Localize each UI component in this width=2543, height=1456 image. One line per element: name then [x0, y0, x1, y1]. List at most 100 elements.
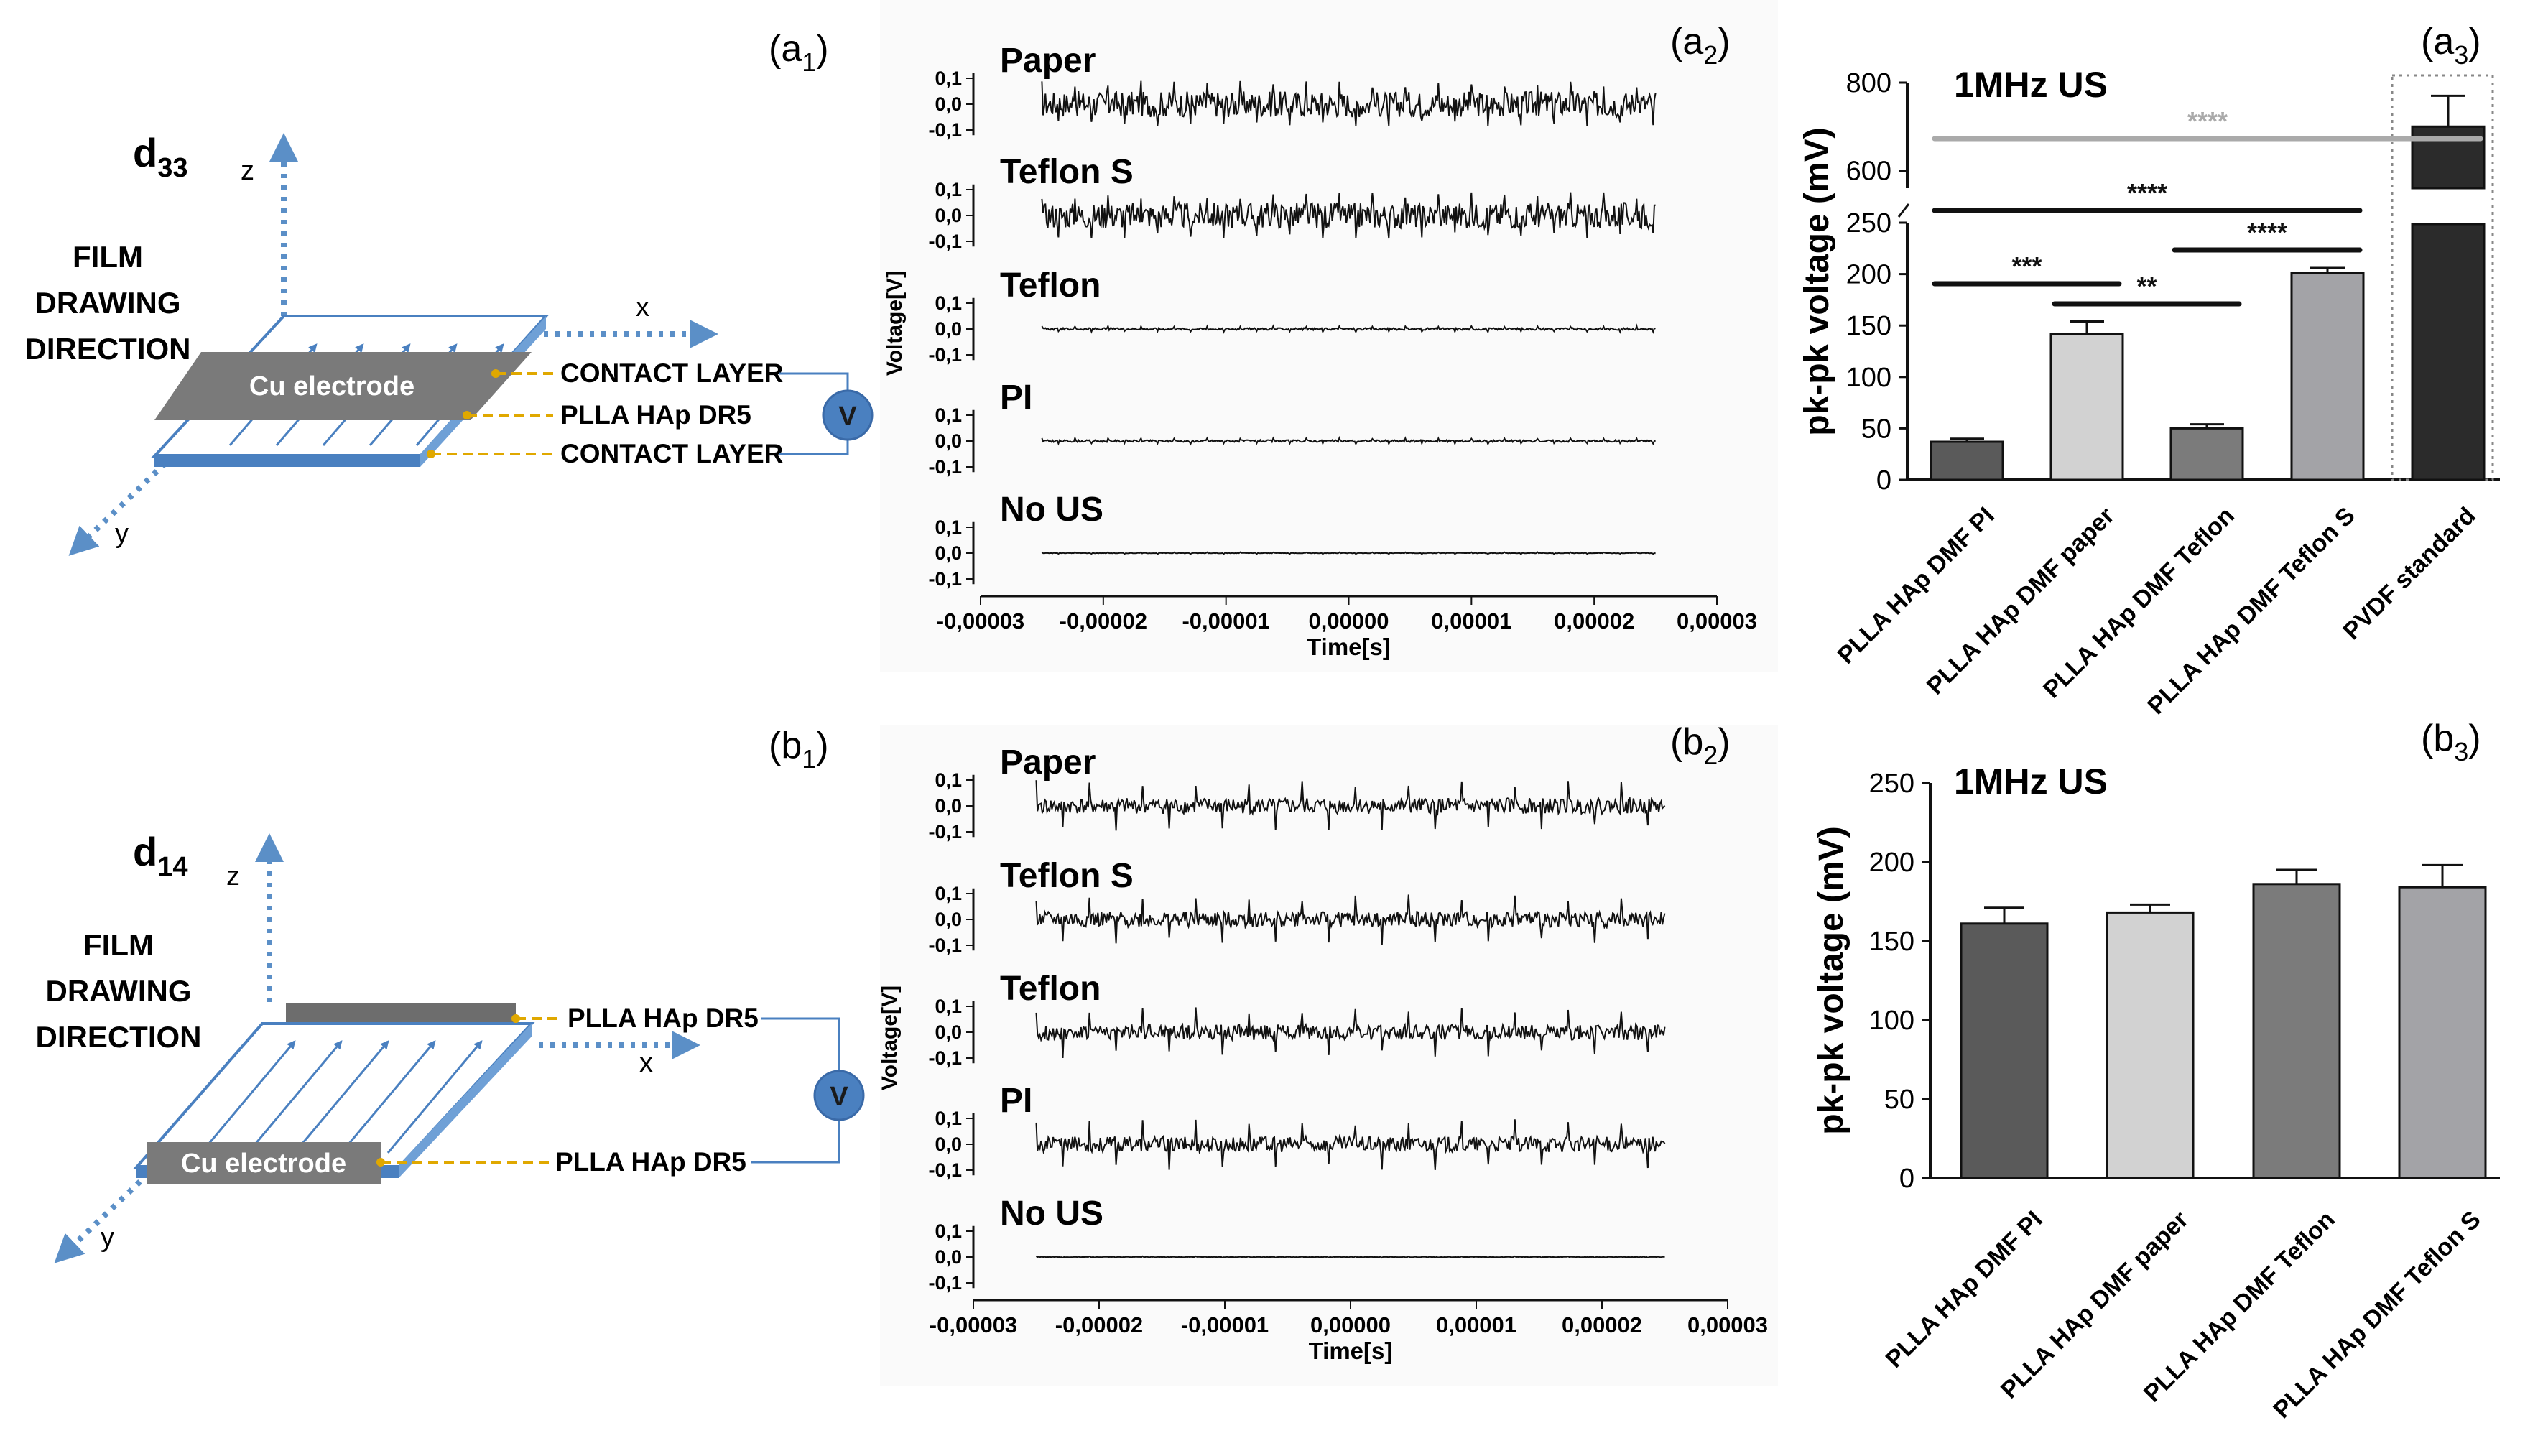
voltmeter-label: V — [838, 402, 857, 432]
y-tick-label: 0,0 — [935, 909, 962, 930]
label-plla-film: PLLA HAp DR5 — [560, 400, 751, 430]
x-axis-title: Time[s] — [1309, 1337, 1393, 1364]
y-tick-label: 0,1 — [935, 292, 962, 314]
significance-label: ** — [2136, 272, 2157, 301]
x-tick-label: 0,00001 — [1436, 1312, 1516, 1337]
bar-2 — [2169, 427, 2244, 481]
film-stripe — [200, 1040, 296, 1154]
y-tick-label: 50 — [1861, 414, 1891, 444]
chart-title: 1MHz US — [1954, 65, 2108, 105]
y-tick-label: 100 — [1869, 1006, 1914, 1036]
trace-name-pi: PI — [1000, 379, 1032, 417]
chart-a3-pk-pk-bars: 0 50 100 150 200 250 600 800 pk-pk voltage (mV) 1… — [1798, 65, 2500, 720]
y-tick-label: 200 — [1869, 848, 1914, 878]
y-tick-label: 0,0 — [935, 205, 962, 226]
y-tick-label: 800 — [1846, 68, 1891, 98]
y-tick-label: 0,0 — [935, 1133, 962, 1155]
y-axis-title: Voltage[V] — [878, 986, 902, 1090]
leader-dot — [427, 450, 435, 458]
y-tick-label: 0,1 — [935, 1108, 962, 1129]
y-tick-label: -0,1 — [928, 821, 962, 843]
trace-teflon — [1035, 1007, 1666, 1059]
y-tick-label: 0,0 — [935, 318, 962, 340]
x-tick-label: 0,00002 — [1554, 608, 1634, 634]
leader-dot — [491, 369, 500, 378]
axis-break-mark — [1897, 203, 1910, 218]
trace-name-no-us: No US — [1000, 1195, 1103, 1233]
leader-dot — [376, 1158, 385, 1167]
trace-name-teflon-s: Teflon S — [1000, 857, 1134, 895]
film-stripe — [340, 1040, 436, 1154]
panel-label-a2: (a2) — [1670, 21, 1731, 70]
x-tick-label: 0,00002 — [1562, 1312, 1642, 1337]
y-tick-label: 0,1 — [935, 996, 962, 1017]
z-axis-label: z — [226, 861, 240, 891]
significance-label: **** — [2247, 218, 2287, 247]
leader-dot — [511, 1014, 520, 1023]
significance-label: **** — [2127, 178, 2167, 208]
panel-label-b3: (b3) — [2421, 718, 2481, 766]
film-direction-line-1: FILM — [73, 240, 143, 274]
schematic-b: d14 FILM DRAWING DIRECTION z x y Cu elec… — [36, 829, 865, 1263]
y-tick-label: 0,1 — [935, 179, 962, 200]
panel-label-a1: (a1) — [769, 28, 829, 77]
cu-electrode — [147, 1142, 381, 1184]
trace-teflon — [1041, 323, 1656, 334]
film-direction-line-3: DIRECTION — [36, 1020, 202, 1054]
panel-label-a3: (a3) — [2421, 21, 2481, 70]
bar-1 — [2106, 911, 2195, 1179]
trace-name-pi: PI — [1000, 1082, 1032, 1120]
significance-label: *** — [2011, 251, 2042, 281]
y-tick-label: 0,0 — [935, 93, 962, 115]
x-tick-label: 0,00001 — [1431, 608, 1511, 634]
y-tick-label: 600 — [1846, 157, 1891, 187]
trace-name-paper: Paper — [1000, 743, 1096, 782]
y-tick-label: 0,0 — [935, 430, 962, 452]
mode-label-d14: d14 — [133, 829, 188, 882]
significance-label: **** — [2187, 106, 2228, 136]
trace-name-teflon: Teflon — [1000, 970, 1101, 1008]
bar-1 — [2049, 333, 2124, 481]
trace-name-teflon: Teflon — [1000, 266, 1101, 305]
chart-b3-pk-pk-bars: 0 50 100 150 200 250 pk-pk voltage (mV) 1MHz US… — [1812, 761, 2500, 1424]
y-tick-label: 0 — [1899, 1164, 1914, 1194]
film-side-front — [154, 454, 420, 467]
x-axis-label: x — [636, 292, 649, 323]
x-tick-label: -0,00001 — [1181, 1312, 1269, 1337]
mode-label-d33: d33 — [133, 130, 188, 183]
bar-3 — [2290, 272, 2365, 481]
x-tick-label: -0,00003 — [937, 608, 1024, 634]
y-tick-label: -0,1 — [928, 231, 962, 252]
x-tick-label: 0,00000 — [1308, 608, 1389, 634]
x-tick-label: -0,00003 — [930, 1312, 1017, 1337]
chart-a2-voltage-traces: 0,1 0,0 -0,1 Paper 0,1 0,0 -0,1 Teflon S 0,1 0,0 -… — [883, 42, 1757, 660]
y-tick-label: 150 — [1846, 311, 1891, 341]
bar-3 — [2398, 886, 2487, 1179]
voltmeter-icon — [822, 389, 874, 441]
trace-teflon-s — [1041, 192, 1657, 239]
y-tick-label: 50 — [1884, 1085, 1914, 1115]
voltmeter-wire — [779, 437, 849, 455]
bar-0 — [1930, 440, 2004, 481]
trace-name-paper: Paper — [1000, 42, 1096, 80]
category-label: PVDF standard — [2338, 502, 2481, 645]
trace-no-us — [1041, 551, 1656, 555]
top-electrode — [286, 1003, 516, 1024]
y-axis-arrow — [68, 461, 167, 556]
panel-label-b2: (b2) — [1670, 721, 1731, 770]
film-stripe — [293, 1040, 389, 1154]
voltmeter-label: V — [830, 1082, 848, 1112]
y-tick-label: 0,1 — [935, 404, 962, 426]
y-tick-label: -0,1 — [928, 935, 962, 956]
cu-electrode — [154, 352, 532, 420]
y-tick-label: 0,1 — [935, 516, 962, 538]
bar-0 — [1960, 922, 2049, 1179]
y-tick-label: -0,1 — [928, 568, 962, 590]
bar-2 — [2252, 883, 2341, 1179]
voltmeter-icon — [813, 1070, 865, 1121]
y-axis-title: pk-pk voltage (mV) — [1812, 826, 1850, 1134]
x-tick-label: 0,00000 — [1310, 1312, 1391, 1337]
trace-pi — [1041, 435, 1656, 446]
y-tick-label: 200 — [1846, 260, 1891, 290]
